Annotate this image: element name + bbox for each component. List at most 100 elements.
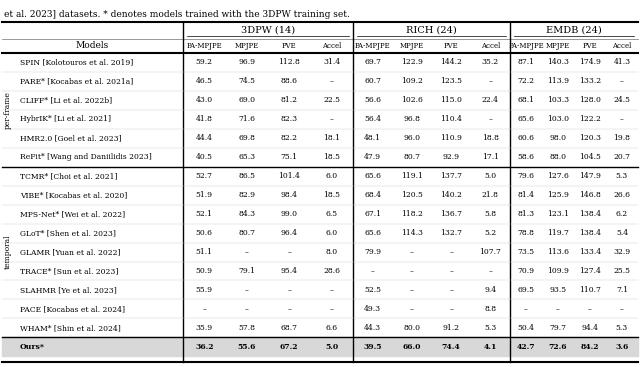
Text: WHAM* [Shin et al. 2024]: WHAM* [Shin et al. 2024] [20, 324, 121, 332]
Text: 79.7: 79.7 [550, 324, 566, 332]
Text: –: – [410, 286, 414, 294]
Text: –: – [330, 305, 333, 313]
Text: 4.1: 4.1 [484, 343, 497, 351]
Text: 22.5: 22.5 [323, 97, 340, 104]
Text: 55.9: 55.9 [196, 286, 212, 294]
Text: 5.8: 5.8 [484, 210, 497, 218]
Text: 6.6: 6.6 [326, 324, 338, 332]
Text: –: – [330, 115, 333, 123]
Text: 71.6: 71.6 [238, 115, 255, 123]
Text: 93.5: 93.5 [549, 286, 566, 294]
Text: MPJPE: MPJPE [400, 42, 424, 50]
Text: 42.7: 42.7 [516, 343, 535, 351]
Text: 32.9: 32.9 [613, 248, 630, 256]
Text: –: – [449, 267, 453, 275]
Text: 20.7: 20.7 [614, 153, 630, 161]
Text: 112.8: 112.8 [278, 58, 300, 66]
Text: 65.3: 65.3 [238, 153, 255, 161]
Text: 50.9: 50.9 [196, 267, 212, 275]
Text: 5.3: 5.3 [484, 324, 497, 332]
Text: 60.7: 60.7 [364, 77, 381, 86]
Text: Models: Models [76, 41, 109, 51]
Text: –: – [371, 267, 374, 275]
Text: 78.8: 78.8 [518, 229, 534, 237]
Text: SPIN [Kolotouros et al. 2019]: SPIN [Kolotouros et al. 2019] [20, 58, 133, 66]
Text: –: – [330, 77, 333, 86]
Text: RICH (24): RICH (24) [406, 26, 457, 35]
Text: –: – [287, 248, 291, 256]
Text: 119.1: 119.1 [401, 172, 423, 180]
Text: 96.0: 96.0 [403, 134, 420, 142]
Text: 79.9: 79.9 [364, 248, 381, 256]
Text: 39.5: 39.5 [364, 343, 382, 351]
Text: PA-MPJPE: PA-MPJPE [508, 42, 544, 50]
Text: 6.0: 6.0 [326, 172, 338, 180]
Text: PVE: PVE [282, 42, 296, 50]
Text: 60.6: 60.6 [518, 134, 534, 142]
Text: 47.9: 47.9 [364, 153, 381, 161]
Text: 91.2: 91.2 [443, 324, 460, 332]
Text: 49.3: 49.3 [364, 305, 381, 313]
Text: –: – [620, 115, 624, 123]
Text: 109.9: 109.9 [547, 267, 569, 275]
Text: PACE [Kocabas et al. 2024]: PACE [Kocabas et al. 2024] [20, 305, 125, 313]
Text: 6.0: 6.0 [326, 229, 338, 237]
Text: 132.7: 132.7 [440, 229, 462, 237]
Text: 84.2: 84.2 [580, 343, 599, 351]
Text: 81.3: 81.3 [517, 210, 534, 218]
Text: TRACE* [Sun et al. 2023]: TRACE* [Sun et al. 2023] [20, 267, 118, 275]
Text: 43.0: 43.0 [196, 97, 213, 104]
Text: 52.1: 52.1 [196, 210, 212, 218]
Text: 22.4: 22.4 [482, 97, 499, 104]
Text: 19.8: 19.8 [614, 134, 630, 142]
Text: 7.1: 7.1 [616, 286, 628, 294]
Text: 36.2: 36.2 [195, 343, 214, 351]
Text: 80.7: 80.7 [403, 153, 420, 161]
Text: 6.5: 6.5 [326, 210, 338, 218]
Text: 99.0: 99.0 [281, 210, 298, 218]
Text: 69.8: 69.8 [238, 134, 255, 142]
Text: 107.7: 107.7 [479, 248, 501, 256]
Text: VIBE* [Kocabas et al. 2020]: VIBE* [Kocabas et al. 2020] [20, 191, 127, 199]
Text: Accel: Accel [481, 42, 500, 50]
Text: 48.1: 48.1 [364, 134, 381, 142]
Text: 174.9: 174.9 [579, 58, 601, 66]
Text: –: – [410, 305, 414, 313]
Text: Accel: Accel [612, 42, 632, 50]
Text: 5.3: 5.3 [616, 172, 628, 180]
Text: –: – [410, 267, 414, 275]
Text: 44.4: 44.4 [196, 134, 212, 142]
Text: 146.8: 146.8 [579, 191, 601, 199]
Text: 82.3: 82.3 [281, 115, 298, 123]
Text: 92.9: 92.9 [443, 153, 460, 161]
Text: 35.2: 35.2 [482, 58, 499, 66]
Text: 98.4: 98.4 [281, 191, 298, 199]
Text: 31.4: 31.4 [323, 58, 340, 66]
Text: –: – [245, 286, 249, 294]
Text: 8.0: 8.0 [326, 248, 338, 256]
Text: 21.8: 21.8 [482, 191, 499, 199]
Text: 25.5: 25.5 [614, 267, 630, 275]
Text: –: – [620, 305, 624, 313]
Text: 18.5: 18.5 [323, 153, 340, 161]
Text: 5.4: 5.4 [616, 229, 628, 237]
Text: 81.4: 81.4 [518, 191, 534, 199]
Text: 138.4: 138.4 [579, 210, 601, 218]
Text: 69.5: 69.5 [518, 286, 534, 294]
Text: MPS-Net* [Wei et al. 2022]: MPS-Net* [Wei et al. 2022] [20, 210, 125, 218]
Text: 133.4: 133.4 [579, 248, 601, 256]
Text: HybrIK* [Li et al. 2021]: HybrIK* [Li et al. 2021] [20, 115, 111, 123]
Text: 65.6: 65.6 [364, 229, 381, 237]
Text: 6.2: 6.2 [616, 210, 628, 218]
Text: 102.6: 102.6 [401, 97, 423, 104]
Text: 109.2: 109.2 [401, 77, 423, 86]
Text: 56.4: 56.4 [364, 115, 381, 123]
Text: –: – [488, 267, 492, 275]
Text: 84.3: 84.3 [238, 210, 255, 218]
Text: 120.5: 120.5 [401, 191, 423, 199]
Text: 123.5: 123.5 [440, 77, 462, 86]
Text: 9.4: 9.4 [484, 286, 497, 294]
Text: 103.3: 103.3 [547, 97, 569, 104]
Text: 58.6: 58.6 [518, 153, 534, 161]
Text: 123.1: 123.1 [547, 210, 569, 218]
